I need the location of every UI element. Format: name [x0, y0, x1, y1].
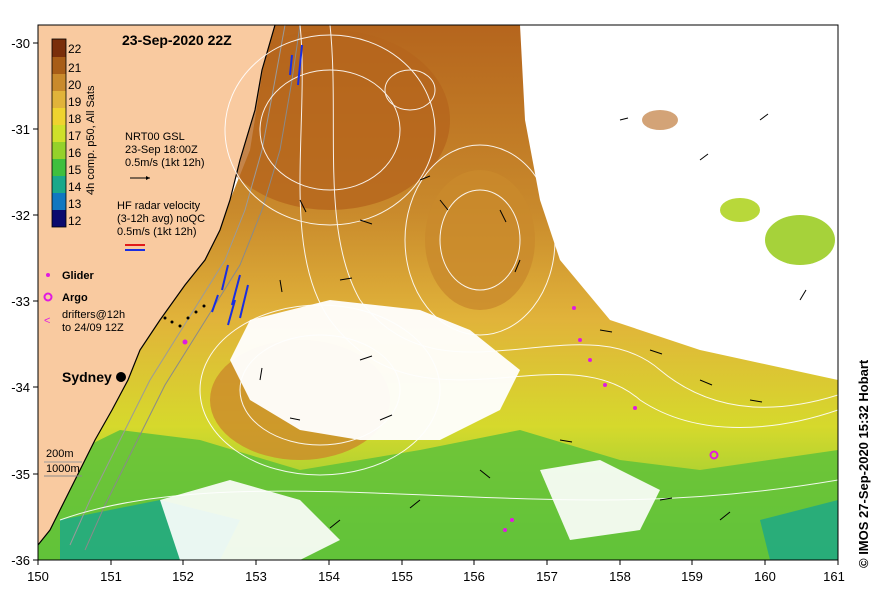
gsl-scale: 0.5m/s (1kt 12h): [125, 157, 204, 169]
drifters-label-1: drifters@12h: [62, 309, 125, 321]
glider-track: [182, 306, 637, 532]
colorbar-tick: 16: [68, 146, 82, 160]
drifter-cluster: [163, 304, 206, 328]
current-vectors: [259, 113, 807, 529]
hf-title: HF radar velocity: [117, 200, 201, 212]
hf-radar-vectors: [211, 44, 303, 326]
colorbar-tick: 19: [68, 95, 82, 109]
x-tick: 151: [100, 569, 122, 584]
x-tick: 154: [318, 569, 340, 584]
drifter-legend-icon: <: [44, 315, 50, 327]
y-tick: -36: [11, 553, 30, 568]
glider-legend-label: Glider: [62, 270, 95, 282]
x-tick: 152: [172, 569, 194, 584]
colorbar-tick: 22: [68, 42, 82, 56]
colorbar-label: 4h comp. p50, All Sats: [85, 85, 97, 195]
x-tick: 157: [536, 569, 558, 584]
land-mass: [38, 25, 275, 545]
colorbar-ticks: 22 21 20 19 18 17 16 15 14 13 12: [68, 42, 82, 228]
x-tick: 160: [754, 569, 776, 584]
x-tick: 161: [823, 569, 845, 584]
colorbar-tick: 20: [68, 78, 82, 92]
colorbar-tick: 13: [68, 197, 82, 211]
contour-1000m: [84, 25, 301, 551]
drifters-label-2: to 24/09 12Z: [62, 322, 124, 334]
x-tick: 150: [27, 569, 49, 584]
contour-1000-label: 1000m: [46, 463, 80, 475]
x-tick: 155: [391, 569, 413, 584]
sst-field: [38, 25, 838, 560]
gsl-title: NRT00 GSL: [125, 131, 185, 143]
colorbar-tick: 14: [68, 180, 82, 194]
sea-level-contours: [59, 25, 838, 521]
y-tick-labels: -30 -31 -32 -33 -34 -35 -36: [11, 36, 30, 568]
credit-text: © IMOS 27-Sep-2020 15:32 Hobart: [856, 359, 871, 568]
y-tick: -31: [11, 122, 30, 137]
plot-frame: [37, 24, 839, 561]
colorbar-tick: 12: [68, 214, 82, 228]
argo-legend-label: Argo: [62, 292, 88, 304]
contour-200-label: 200m: [46, 448, 74, 460]
y-tick: -35: [11, 467, 30, 482]
colorbar-tick: 21: [68, 61, 82, 75]
x-tick: 153: [245, 569, 267, 584]
sydney-label: Sydney: [62, 369, 112, 385]
colorbar-tick: 15: [68, 163, 82, 177]
x-tick-marks: [37, 560, 839, 565]
colorbar-tick: 17: [68, 129, 82, 143]
coastline: [38, 25, 276, 546]
glider-legend-icon: [46, 273, 50, 277]
contour-200m: [69, 25, 286, 546]
gsl-arrow-head: [146, 176, 150, 180]
map-title: 23-Sep-2020 22Z: [122, 32, 232, 48]
x-tick: 158: [609, 569, 631, 584]
y-tick: -34: [11, 380, 30, 395]
colorbar: [51, 38, 67, 228]
sydney-marker: [116, 372, 126, 382]
y-tick: -32: [11, 208, 30, 223]
hf-scale: 0.5m/s (1kt 12h): [117, 226, 196, 238]
x-tick-labels: 150 151 152 153 154 155 156 157 158 159 …: [27, 569, 845, 584]
hf-subtitle: (3-12h avg) noQC: [117, 213, 205, 225]
y-tick-marks: [33, 42, 38, 561]
x-tick: 156: [463, 569, 485, 584]
argo-float: [709, 450, 719, 460]
x-tick: 159: [681, 569, 703, 584]
gsl-time: 23-Sep 18:00Z: [125, 144, 198, 156]
colorbar-tick: 18: [68, 112, 82, 126]
y-tick: -33: [11, 294, 30, 309]
argo-legend-icon: [43, 292, 53, 302]
y-tick: -30: [11, 36, 30, 51]
